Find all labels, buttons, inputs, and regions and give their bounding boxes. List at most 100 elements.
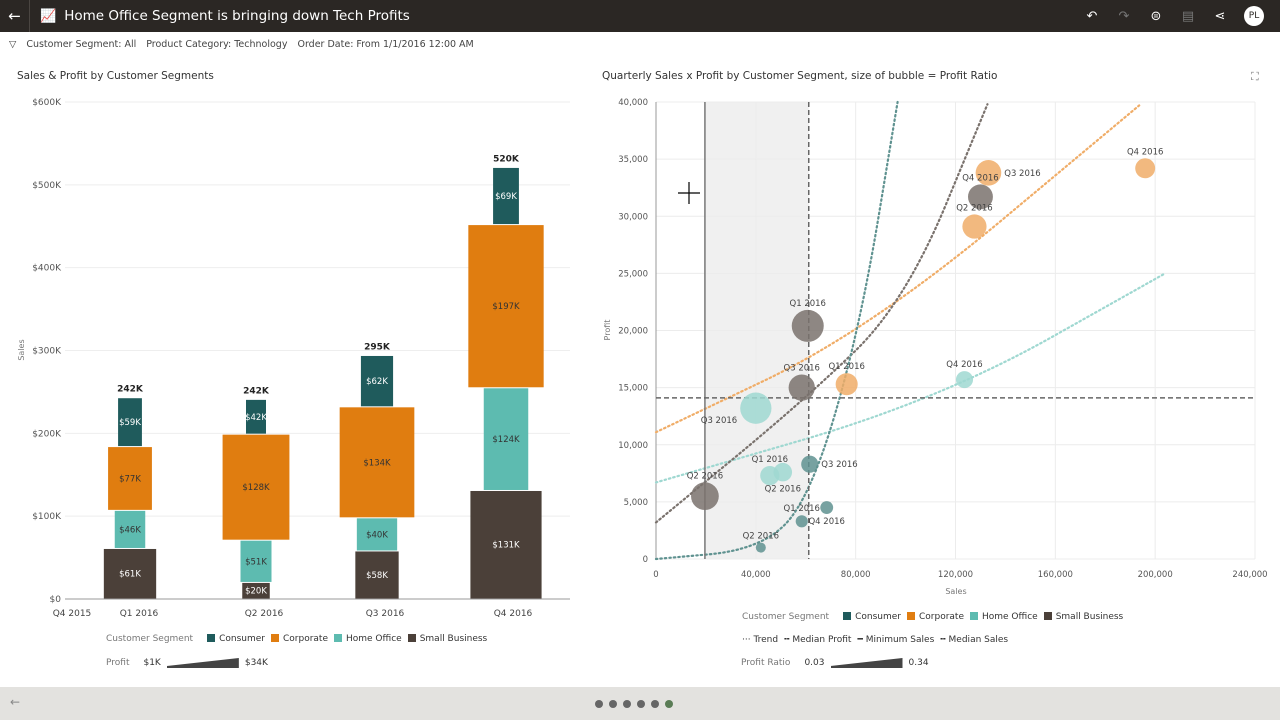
narrate-icon[interactable]: ⊜ [1150,8,1162,24]
bar-chart: $0 $100K $200K $300K $400K $500K $600K Sales Q4 … [17,98,570,619]
x-tick-label: 80,000 [841,570,871,580]
legend-consumer[interactable]: Consumer [207,634,265,644]
legend-median-sales[interactable]: ╍ Median Sales [940,635,1009,645]
bubble-label: Q1 2016 [784,504,820,514]
x-tick-label: 240,000 [1232,570,1267,580]
x-tick-label: Q3 2016 [366,609,405,619]
size-legend-label: Profit Ratio [741,658,791,668]
y-tick-label: 35,000 [618,155,648,165]
bubble-label: Q4 2016 [962,173,998,183]
bar-data-label: $58K [366,571,388,581]
legend-minimum-sales[interactable]: ━ Minimum Sales [857,635,935,645]
bar-data-label: $128K [242,483,270,493]
bar-segment-home-office [114,510,146,548]
bar-segment-small-business [470,490,542,599]
bubble-label: Q1 2016 [790,299,826,309]
y-tick-label: 10,000 [618,441,648,451]
legend-small-business[interactable]: Small Business [407,634,487,644]
bar-total-label: 295K [364,342,391,352]
bar-data-label: $134K [363,458,391,468]
y-tick-label: 25,000 [618,269,648,279]
legend-small-business[interactable]: Small Business [1043,612,1123,622]
bubble-small-business [791,309,824,342]
legend-trend[interactable]: ··· Trend [742,635,779,645]
bubble-corporate [1135,158,1156,179]
page-dot[interactable] [637,700,645,708]
page-dot[interactable] [595,700,603,708]
y-tick-label: 20,000 [618,327,648,337]
bubble-consumer [801,455,819,473]
previous-arrow-icon[interactable]: ← [10,695,21,709]
bar-data-label: $46K [119,525,141,535]
bubble-label: Q3 2016 [1004,169,1040,179]
page-title: Home Office Segment is bringing down Tec… [64,8,410,24]
bar-segment-small-business [355,551,399,599]
y-tick-label: $500K [32,181,62,191]
bubble-label: Q4 2016 [808,517,844,527]
scatter-chart: 0 5,000 10,000 15,000 20,000 25,000 30,000 35,0… [603,98,1268,596]
bar-data-label: $197K [492,302,520,312]
trend-line-corporate [654,104,1141,434]
legend-median-profit[interactable]: ╍ Median Profit [784,635,852,645]
legend-consumer[interactable]: Consumer [843,612,901,622]
page-dot[interactable] [651,700,659,708]
bubble-home-office [955,371,974,389]
expand-icon[interactable]: ⛶ [1251,70,1259,83]
x-tick-label: 200,000 [1138,570,1173,580]
filter-order-date[interactable]: Order Date: From 1/1/2016 12:00 AM [297,39,474,50]
size-ramp [830,658,903,668]
filter-customer-segment[interactable]: Customer Segment: All [26,39,137,50]
bubble-label: Q3 2016 [701,416,737,426]
filter-product-category[interactable]: Product Category: Technology [146,39,288,50]
y-tick-label: 15,000 [618,384,648,394]
share-icon[interactable]: ⋖ [1214,8,1226,24]
legend-home-office[interactable]: Home Office [333,634,402,644]
page-dot-active[interactable] [665,700,673,708]
bar-data-label: $20K [245,587,267,597]
x-tick-label: 160,000 [1038,570,1073,580]
page-dot[interactable] [609,700,617,708]
x-axis-title: Sales [945,587,966,596]
page-dots [595,700,673,708]
y-tick-label: 5,000 [624,498,648,508]
y-tick-label: $400K [32,264,62,274]
bar-segment-small-business [242,582,270,599]
undo-icon[interactable]: ↶ [1086,8,1098,24]
bar-segment-corporate [468,225,544,388]
redo-icon[interactable]: ↷ [1118,8,1130,24]
x-tick-label: 40,000 [741,570,771,580]
bar-total-label: 520K [493,154,520,164]
legend-title: Customer Segment [106,634,194,644]
y-tick-label: $100K [32,512,62,522]
y-tick-label: $0 [50,595,62,605]
bubble-label: Q1 2016 [752,455,788,465]
bubble-label: Q2 2016 [956,203,992,213]
page-dot[interactable] [623,700,631,708]
comment-icon[interactable]: ▤ [1181,8,1195,24]
trend-line-consumer [654,100,899,561]
bar-data-label: $42K [245,413,267,423]
bar-data-label: $62K [366,377,388,387]
bubble-corporate [975,160,1002,186]
back-arrow-icon[interactable]: ← [0,0,30,32]
x-tick-label: Q4 2015 [53,609,92,619]
bottom-bar: ← [0,687,1280,720]
size-legend-min: $1K [143,658,161,668]
bubble-label: Q3 2016 [784,363,820,373]
x-tick-label: Q4 2016 [494,609,533,619]
scatter-legend: Customer Segment Consumer Corporate Home… [742,612,1123,622]
avatar[interactable]: PL [1244,6,1264,26]
filter-icon[interactable]: ▽ [9,39,17,50]
bar-data-label: $77K [119,474,141,484]
bubble-home-office [773,462,793,482]
legend-home-office[interactable]: Home Office [969,612,1038,622]
bubble-small-business [788,374,815,401]
size-legend-max: 0.34 [908,658,929,668]
legend-corporate[interactable]: Corporate [270,634,328,644]
legend-corporate[interactable]: Corporate [906,612,964,622]
trend-line-home-office [654,272,1166,484]
bubble-label: Q1 2016 [828,362,864,372]
bar-data-label: $69K [495,192,517,202]
bubble-small-business [968,184,993,210]
bar-data-label: $40K [366,530,388,540]
